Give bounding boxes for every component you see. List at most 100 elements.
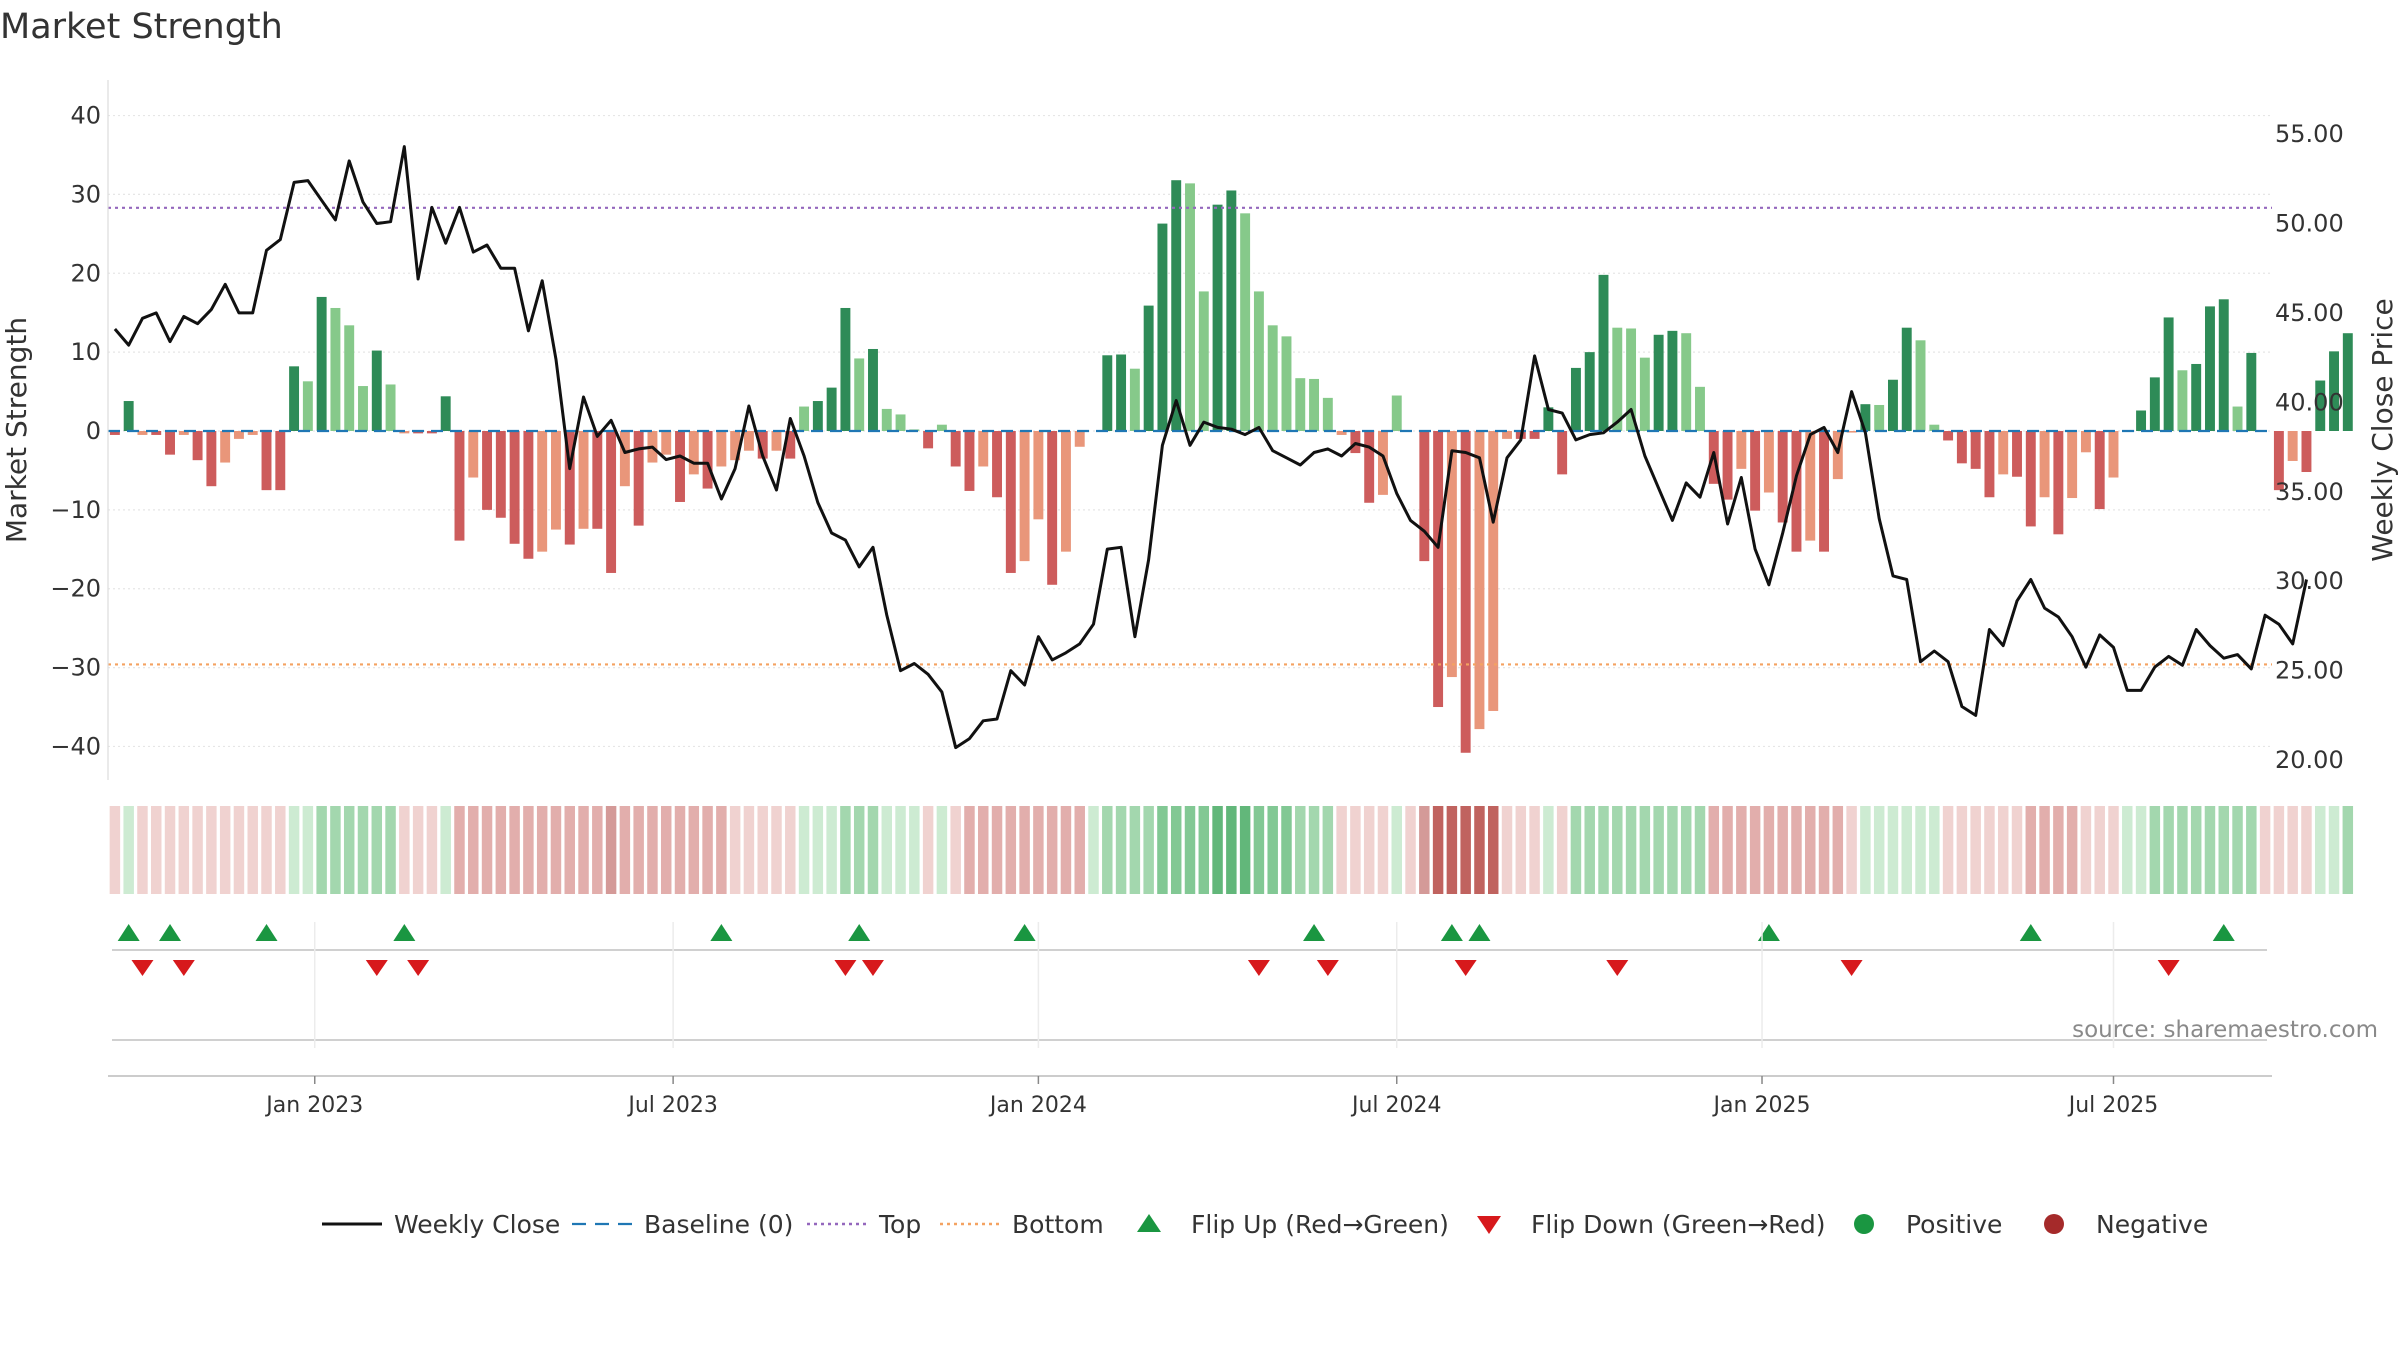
heat-strip-cell	[633, 806, 644, 894]
heat-strip-cell	[2190, 806, 2202, 894]
strength-bar	[468, 431, 479, 478]
heat-strip-cell	[233, 806, 245, 894]
strength-bar	[1474, 431, 1485, 730]
strength-bar	[550, 431, 561, 530]
strength-bar	[2273, 431, 2284, 491]
x-tick-label: Jan 2025	[1712, 1093, 1811, 1118]
strength-bar	[509, 431, 520, 544]
x-tick-label: Jan 2023	[264, 1093, 363, 1118]
heat-strip-cell	[2259, 806, 2271, 894]
strength-bar	[799, 406, 810, 431]
heat-strip-cell	[1033, 806, 1044, 894]
strength-bar	[1502, 431, 1512, 439]
heat-strip-cell	[1474, 806, 1485, 894]
heat-strip-cell	[1198, 806, 1210, 894]
heat-strip-cell	[1722, 806, 1733, 894]
right-tick-label: 55.00	[2275, 120, 2344, 148]
strength-bar	[868, 348, 878, 431]
heat-strip-cell	[440, 806, 451, 894]
right-tick-label: 30.00	[2275, 567, 2344, 595]
heat-strip-cell	[605, 806, 617, 894]
heat-strip-cell	[660, 806, 672, 894]
strength-bar	[2053, 431, 2064, 535]
strength-bars	[109, 180, 2353, 753]
strength-bar	[964, 431, 975, 491]
strength-bar	[702, 431, 713, 489]
strength-bar	[1378, 431, 1388, 495]
strength-bar	[1322, 397, 1333, 431]
strength-bar	[1584, 352, 1595, 431]
x-tick-label: Jan 2024	[988, 1093, 1087, 1118]
heat-strip-cell	[1667, 806, 1678, 894]
heat-strip-cell	[785, 806, 796, 894]
flip-up-marker	[2212, 924, 2235, 941]
heat-strip-cell	[412, 806, 424, 894]
strength-bar	[578, 431, 589, 529]
legend-label: Positive	[1906, 1210, 2002, 1239]
strength-bar	[1570, 367, 1581, 431]
left-tick-label: 30	[70, 180, 101, 208]
heat-strip-cell	[702, 806, 713, 894]
strength-bar	[606, 431, 617, 573]
heat-strip-cell	[1749, 806, 1761, 894]
axes: 40 30 20 10 0 −10 −20 −30 −40 55.00 50.00 45.00 40.0…	[0, 80, 2399, 780]
heat-strip-cell	[1929, 806, 1940, 894]
strength-bar	[344, 325, 355, 431]
heat-strip-cell	[399, 806, 410, 894]
heat-strip-cell	[192, 806, 203, 894]
heat-strip-cell	[812, 806, 824, 894]
heat-strip-cell	[1970, 806, 1981, 894]
heat-strip-cell	[1805, 806, 1816, 894]
legend-item: Negative	[2044, 1210, 2208, 1239]
strength-bar	[1860, 404, 1871, 431]
heat-strip-cell	[1046, 806, 1058, 894]
flip-down-marker	[407, 960, 430, 976]
left-tick-label: 40	[70, 102, 101, 130]
heat-strip-cell	[2053, 806, 2064, 894]
strength-bar	[1005, 431, 1016, 573]
strength-bar	[1901, 327, 1912, 431]
heat-strip-cell	[743, 806, 755, 894]
legend-swatch-negative	[2044, 1214, 2064, 1234]
flip-markers	[112, 924, 2267, 1041]
x-axis: Jan 2023 Jul 2023 Jan 2024 Jul 2024 Jan 2025…	[108, 922, 2272, 1118]
heat-strip-cell	[137, 806, 148, 894]
heat-strip-cell	[1570, 806, 1582, 894]
left-tick-label: −10	[50, 496, 101, 524]
right-tick-label: 20.00	[2275, 746, 2344, 774]
heat-strip-cell	[2122, 806, 2133, 894]
heat-strip-cell	[2328, 806, 2340, 894]
heat-strip-cell	[936, 806, 948, 894]
heat-strip-cell	[1363, 806, 1375, 894]
legend-item: Flip Up (Red→Green)	[1137, 1210, 1449, 1239]
heat-strip-cell	[978, 806, 989, 894]
strength-bar	[1391, 395, 1402, 431]
heat-strip-cell	[1005, 806, 1017, 894]
strength-bar	[1281, 336, 1292, 431]
strength-bar	[785, 431, 796, 459]
heat-strip-cell	[261, 806, 272, 894]
heat-strip-cell	[2108, 806, 2119, 894]
strength-bar	[1019, 431, 1030, 562]
strength-bar	[1846, 431, 1857, 433]
strength-bar	[2136, 410, 2147, 431]
heat-strip-cell	[1060, 806, 1072, 894]
strength-bar	[950, 431, 961, 467]
strength-bar	[2149, 377, 2160, 431]
flip-up-marker	[1303, 924, 1326, 941]
strength-bar	[2329, 351, 2339, 431]
chart-title: Market Strength	[0, 7, 283, 47]
strength-bar	[592, 431, 603, 529]
strength-bar	[1309, 378, 1320, 431]
heat-strip-cell	[895, 806, 906, 894]
flip-down-marker	[1454, 960, 1477, 976]
strength-bar	[1929, 424, 1940, 431]
strength-bar	[109, 431, 120, 435]
heat-strip-cell	[1873, 806, 1885, 894]
heat-strip-cell	[1019, 806, 1030, 894]
heat-strip-cell	[826, 806, 837, 894]
strength-bar	[1956, 431, 1967, 464]
strength-bar	[1681, 333, 1692, 431]
heat-strip-cell	[1984, 806, 1995, 894]
